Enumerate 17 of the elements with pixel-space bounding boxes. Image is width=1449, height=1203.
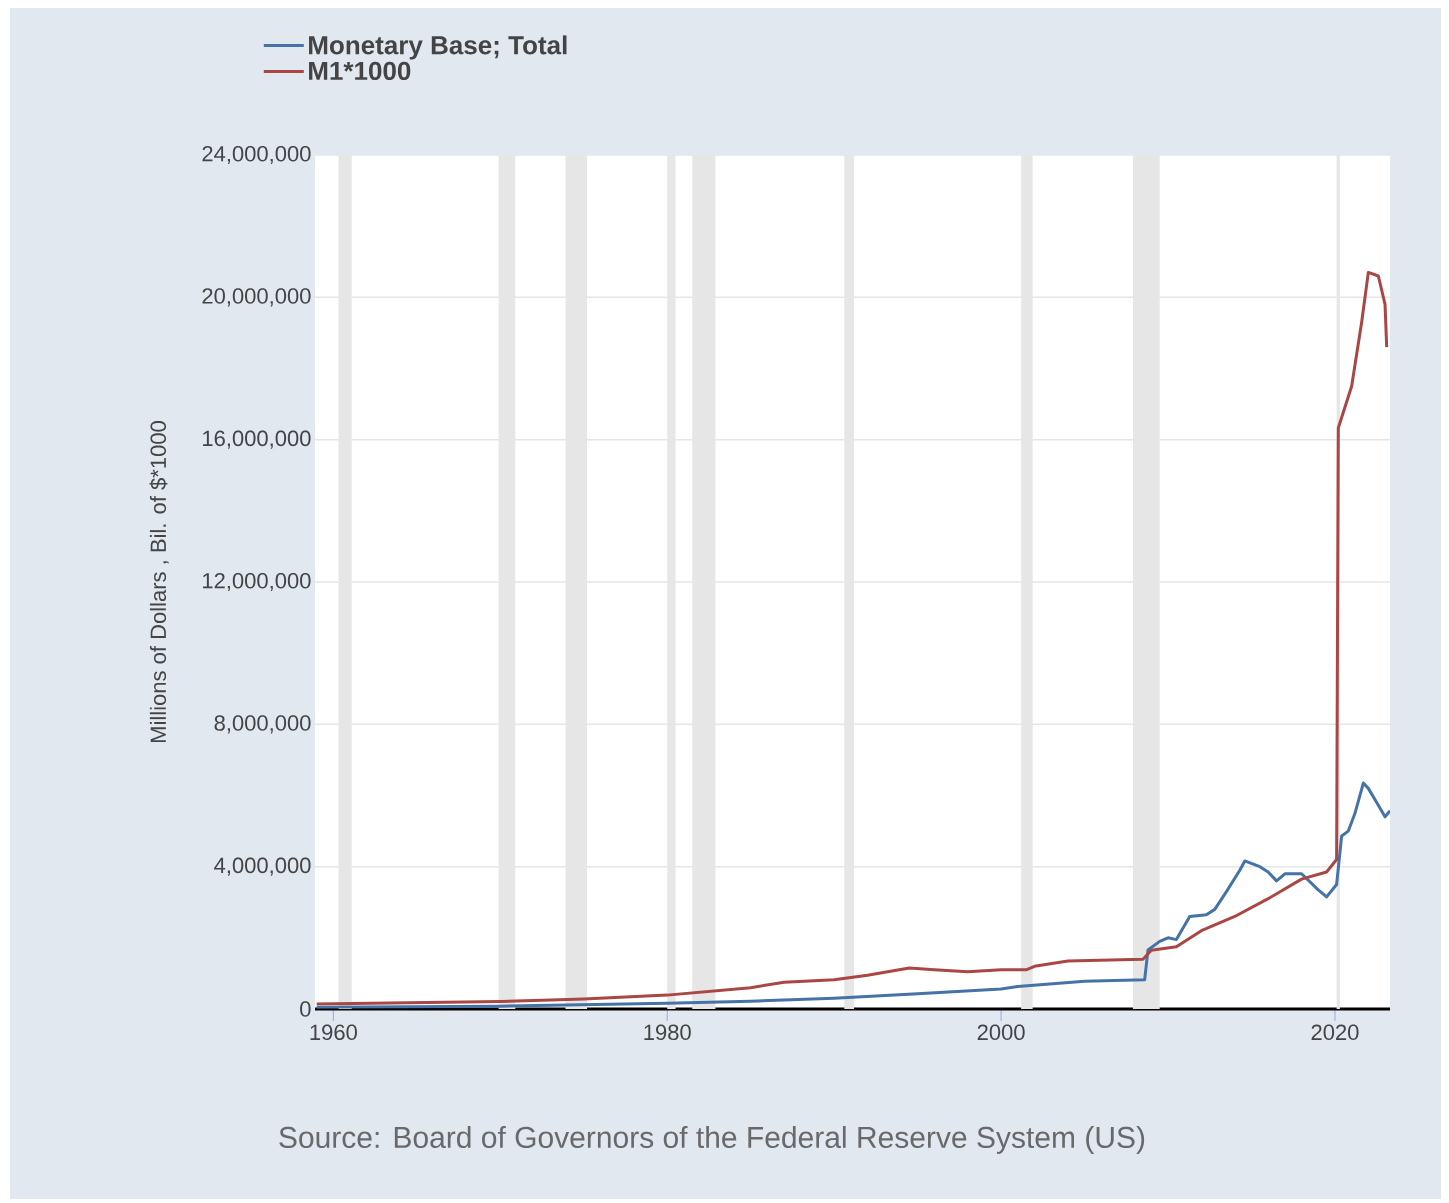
source-note: Source: Board of Governors of the Federal Reserve System (US) <box>279 1126 1145 1154</box>
y-tick-label: 4,000,000 <box>214 857 311 876</box>
line-series <box>315 270 1389 1006</box>
y-tick-label: 8,000,000 <box>214 715 311 734</box>
y-tick-label: 16,000,000 <box>203 430 311 449</box>
x-tick-label: 1980 <box>644 1024 691 1041</box>
y-axis-title: Millions of Dollars , Bil. of $*1000 <box>149 421 169 743</box>
y-tick-label: 20,000,000 <box>202 288 311 307</box>
line-series <box>315 781 1391 1009</box>
y-tick-label: 24,000,000 <box>202 145 311 165</box>
y-tick-label: 0 <box>300 1001 311 1017</box>
legend-label: M1*1000 <box>309 61 411 81</box>
legend-label: Monetary Base; Total <box>309 35 567 60</box>
x-tick-label: 2020 <box>1311 1024 1359 1041</box>
x-tick-label: 2000 <box>977 1024 1025 1041</box>
y-tick-label: 12,000,000 <box>203 572 311 592</box>
x-tick-label: 1960 <box>310 1024 357 1041</box>
